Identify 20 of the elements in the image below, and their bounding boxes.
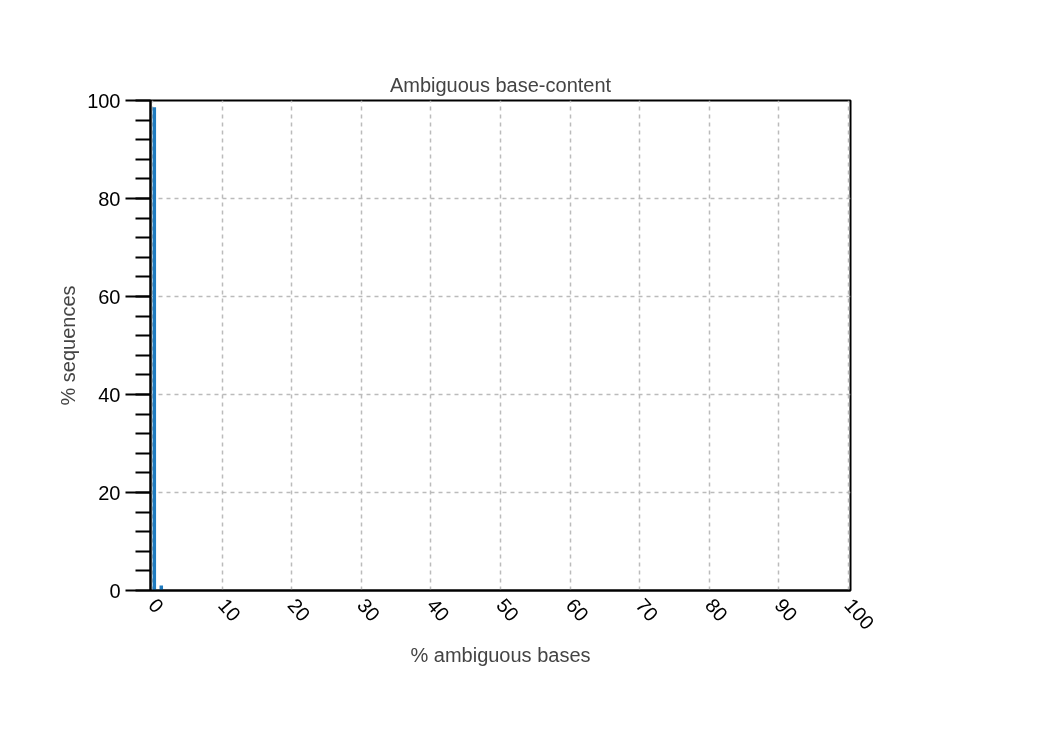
y-tick-label: 40 bbox=[98, 383, 121, 406]
x-tick-label: 90 bbox=[770, 594, 802, 626]
x-tick-label: 30 bbox=[353, 594, 385, 626]
x-axis-title: % ambiguous bases bbox=[410, 643, 591, 666]
x-tick-label: 40 bbox=[422, 594, 454, 626]
x-tick-label: 60 bbox=[561, 594, 594, 626]
y-axis-title: % sequences bbox=[57, 285, 80, 406]
x-tick-label: 80 bbox=[700, 594, 733, 626]
x-tick-label: 20 bbox=[283, 594, 315, 626]
y-tick-label: 80 bbox=[98, 187, 121, 210]
y-tick-label: 100 bbox=[87, 89, 121, 112]
chart-title: Ambiguous base-content bbox=[389, 73, 612, 96]
x-tick-label: 100 bbox=[840, 594, 879, 634]
y-tick-label: 60 bbox=[98, 285, 121, 308]
y-tick-label: 0 bbox=[109, 579, 121, 602]
x-tick-label: 70 bbox=[631, 594, 663, 626]
x-tick-label: 0 bbox=[144, 594, 169, 618]
x-tick-label: 50 bbox=[492, 594, 524, 626]
x-tick-label: 10 bbox=[213, 594, 246, 626]
y-tick-label: 20 bbox=[98, 481, 121, 504]
